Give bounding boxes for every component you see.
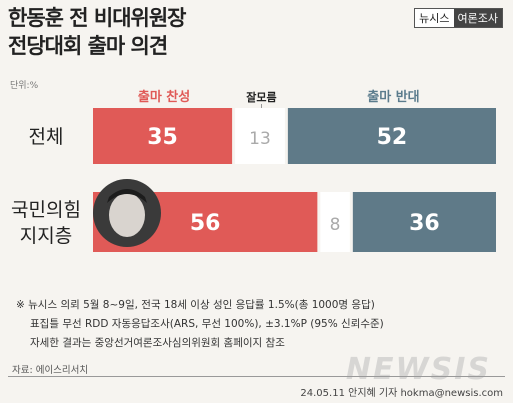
category-label-1-0: 국민의힘 bbox=[11, 199, 81, 221]
portrait-face bbox=[109, 193, 145, 237]
legend-label-0: 출마 찬성 bbox=[138, 89, 190, 105]
brand-poll: 여론조사 bbox=[453, 9, 502, 27]
data-label-1-2: 36 bbox=[409, 211, 440, 236]
data-label-1-1: 8 bbox=[330, 215, 341, 235]
category-label-1-1: 지지층 bbox=[20, 225, 72, 247]
legend-label-1: 잘모름 bbox=[246, 91, 276, 104]
brand-badge: 뉴시스 여론조사 bbox=[414, 8, 503, 28]
category-label-0-0: 전체 bbox=[29, 126, 64, 148]
bar-0-2 bbox=[287, 108, 496, 164]
title-line-2: 전당대회 출마 의견 bbox=[8, 34, 168, 58]
portrait-hair bbox=[107, 189, 147, 203]
bar-0-1 bbox=[235, 108, 285, 164]
footnote-line-2: 표집틀 무선 RDD 자동응답조사(ARS, 무선 100%), ±3.1%P … bbox=[30, 318, 384, 330]
footnotes: ※ 뉴시스 의뢰 5월 8~9일, 전국 18세 이상 성인 응답률 1.5%(… bbox=[16, 296, 384, 353]
watermark: NEWSIS bbox=[345, 352, 491, 387]
chart-title: 한동훈 전 비대위원장 전당대회 출마 의견 bbox=[8, 4, 187, 60]
brand-newsis: 뉴시스 bbox=[415, 9, 454, 27]
data-label-1-0: 56 bbox=[190, 211, 221, 236]
data-label-0-1: 13 bbox=[249, 129, 271, 149]
data-label-0-2: 52 bbox=[377, 125, 408, 150]
source-text: 자료: 에이스리서치 bbox=[12, 365, 89, 376]
bar-1-1 bbox=[320, 192, 350, 252]
divider bbox=[8, 376, 505, 377]
footnote-line-1: ※ 뉴시스 의뢰 5월 8~9일, 전국 18세 이상 성인 응답률 1.5%(… bbox=[16, 299, 375, 311]
data-label-0-0: 35 bbox=[147, 125, 178, 150]
unit-label: 단위:% bbox=[10, 81, 39, 91]
footnote-line-3: 자세한 결과는 중앙선거여론조사심의위원회 홈페이지 참조 bbox=[30, 337, 285, 349]
bar-0-0 bbox=[93, 108, 233, 164]
title-line-1: 한동훈 전 비대위원장 bbox=[8, 6, 187, 30]
legend-label-2: 출마 반대 bbox=[367, 89, 419, 105]
credit-text: 24.05.11 안지혜 기자 hokma@newsis.com bbox=[300, 388, 503, 399]
bar-1-2 bbox=[352, 192, 496, 252]
